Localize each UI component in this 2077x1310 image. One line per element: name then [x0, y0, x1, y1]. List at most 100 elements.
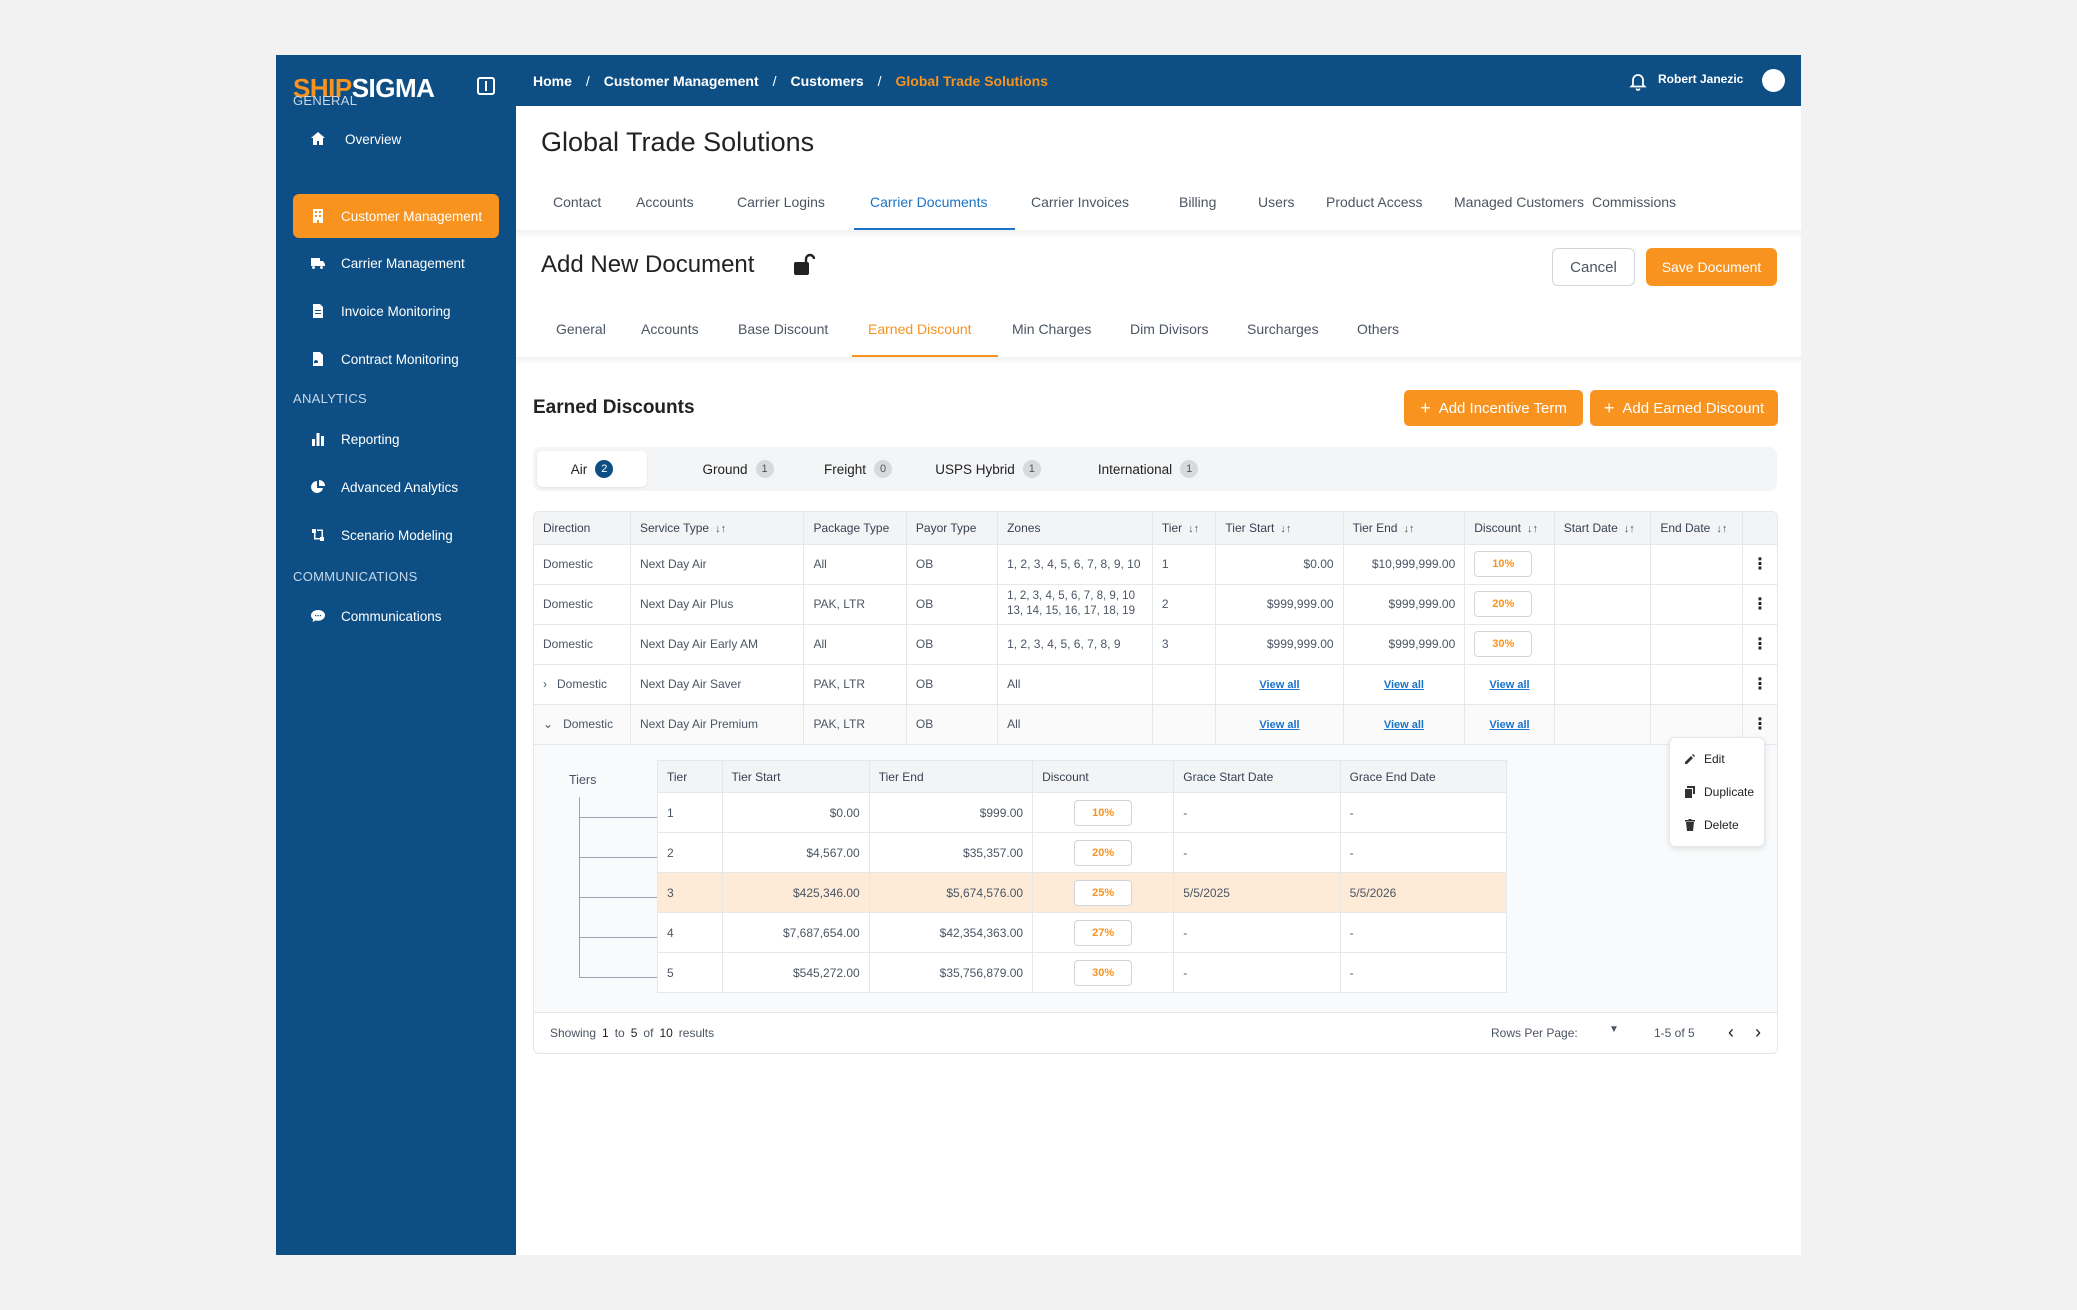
more-options-icon[interactable]: ⋮	[1742, 544, 1777, 585]
filter-international[interactable]: International 1	[1073, 451, 1223, 487]
sidebar-item-customer-management[interactable]: Customer Management	[293, 194, 499, 238]
more-options-icon[interactable]: ⋮	[1742, 584, 1777, 625]
table-row[interactable]: Domestic Next Day Air Early AM All OB 1,…	[534, 624, 1777, 665]
view-all-link[interactable]: View all	[1259, 719, 1300, 731]
discount-badge: 20%	[1074, 839, 1133, 866]
tab-contact[interactable]: Contact	[553, 194, 602, 210]
section-title: Earned Discounts	[533, 397, 695, 418]
avatar[interactable]	[1762, 69, 1785, 92]
tab-product-access[interactable]: Product Access	[1326, 194, 1423, 210]
duplicate-icon	[1685, 786, 1695, 798]
app-window: SHIPSIGMA GENERAL Overview Customer Mana…	[276, 55, 1801, 1255]
col-tier-start[interactable]: Tier Start ↓↑	[1215, 512, 1344, 545]
sidebar-item-communications[interactable]: Communications	[293, 594, 499, 638]
filter-freight[interactable]: Freight 0	[798, 451, 918, 487]
rows-per-page-dropdown-icon[interactable]: ▼	[1609, 1024, 1619, 1035]
sidebar: SHIPSIGMA GENERAL Overview Customer Mana…	[276, 55, 516, 1255]
earned-discounts-table: Direction Service Type ↓↑ Package Type Pa…	[533, 511, 1778, 1054]
view-all-link[interactable]: View all	[1383, 679, 1424, 691]
add-incentive-term-button[interactable]: + Add Incentive Term	[1404, 390, 1583, 426]
tab-users[interactable]: Users	[1258, 194, 1295, 210]
bar-chart-icon	[309, 430, 327, 448]
tab-billing[interactable]: Billing	[1179, 194, 1217, 210]
col-service-type[interactable]: Service Type ↓↑	[630, 512, 805, 545]
view-all-link[interactable]: View all	[1259, 679, 1300, 691]
breadcrumb-customers[interactable]: Customers	[790, 72, 864, 89]
sidebar-item-advanced-analytics[interactable]: Advanced Analytics	[293, 465, 499, 509]
unlock-icon[interactable]	[793, 253, 816, 277]
active-doc-tab-indicator	[852, 355, 998, 357]
page-range: 1-5 of 5	[1654, 1026, 1695, 1040]
col-tier[interactable]: Tier ↓↑	[1152, 512, 1217, 545]
chevron-right-icon[interactable]: ›	[543, 677, 547, 691]
menu-item-edit[interactable]: Edit	[1684, 752, 1725, 766]
discount-badge: 10%	[1074, 799, 1133, 826]
discount-badge: 30%	[1074, 959, 1133, 986]
view-all-link[interactable]: View all	[1489, 719, 1530, 731]
col-start-date[interactable]: Start Date ↓↑	[1554, 512, 1652, 545]
user-name[interactable]: Robert Janezic	[1658, 72, 1744, 86]
sort-icon: ↓↑	[1716, 522, 1728, 535]
filter-ground[interactable]: Ground 1	[678, 451, 798, 487]
menu-item-duplicate[interactable]: Duplicate	[1684, 785, 1754, 799]
tab-carrier-invoices[interactable]: Carrier Invoices	[1031, 194, 1130, 210]
tier-row: 1 $0.00 $999.00 10% --	[657, 792, 1508, 833]
col-tier-end[interactable]: Tier End ↓↑	[1343, 512, 1466, 545]
chevron-down-icon[interactable]: ⌄	[543, 717, 554, 731]
tier-start-col: Tier Start	[722, 760, 870, 793]
chevron-right-icon[interactable]: ›	[1755, 1022, 1761, 1042]
doc-tab-surcharges[interactable]: Surcharges	[1247, 321, 1319, 337]
more-options-icon[interactable]: ⋮	[1742, 664, 1777, 705]
sort-icon: ↓↑	[1526, 522, 1538, 535]
tier-row: 5 $545,272.00 $35,756,879.00 30% --	[657, 952, 1508, 993]
breadcrumb: Home / Customer Management / Customers /…	[533, 72, 1048, 89]
chevron-left-icon[interactable]: ‹	[1728, 1022, 1734, 1042]
sidebar-item-reporting[interactable]: Reporting	[293, 417, 499, 461]
table-row[interactable]: Domestic Next Day Air Plus PAK, LTR OB 1…	[534, 584, 1777, 625]
table-row[interactable]: Domestic Next Day Air All OB 1, 2, 3, 4,…	[534, 544, 1777, 585]
view-all-link[interactable]: View all	[1383, 719, 1424, 731]
doc-tab-min-charges[interactable]: Min Charges	[1012, 321, 1092, 337]
col-package-type: Package Type	[803, 512, 907, 545]
sidebar-item-scenario-modeling[interactable]: Scenario Modeling	[293, 513, 499, 557]
more-options-icon[interactable]: ⋮	[1742, 624, 1777, 665]
sort-icon: ↓↑	[1188, 522, 1200, 535]
tab-accounts[interactable]: Accounts	[636, 194, 694, 210]
bell-icon[interactable]	[1628, 71, 1648, 91]
sidebar-item-carrier-management[interactable]: Carrier Management	[293, 241, 499, 285]
doc-tab-dim-divisors[interactable]: Dim Divisors	[1130, 321, 1209, 337]
tab-carrier-documents[interactable]: Carrier Documents	[870, 194, 988, 210]
table-row-expanded[interactable]: ⌄ Domestic Next Day Air Premium PAK, LTR …	[534, 704, 1777, 745]
tree-line	[579, 797, 580, 977]
col-payor-type: Payor Type	[906, 512, 999, 545]
tab-managed-customers[interactable]: Managed Customers	[1454, 194, 1584, 210]
sidebar-item-overview[interactable]: Overview	[293, 117, 499, 161]
filter-usps-hybrid[interactable]: USPS Hybrid 1	[918, 451, 1058, 487]
tab-carrier-logins[interactable]: Carrier Logins	[737, 194, 825, 210]
sidebar-item-invoice-monitoring[interactable]: Invoice Monitoring	[293, 289, 499, 333]
menu-item-delete[interactable]: Delete	[1684, 818, 1739, 832]
sidebar-item-contract-monitoring[interactable]: Contract Monitoring	[293, 337, 499, 381]
filter-air[interactable]: Air 2	[537, 451, 647, 487]
divider	[516, 230, 1801, 238]
tier-row: 2 $4,567.00 $35,357.00 20% --	[657, 832, 1508, 873]
tiers-table: Tier Tier Start Tier End Discount Grace …	[657, 760, 1508, 993]
doc-tab-general[interactable]: General	[556, 321, 606, 337]
col-discount[interactable]: Discount ↓↑	[1464, 512, 1555, 545]
col-zones: Zones	[997, 512, 1153, 545]
col-end-date[interactable]: End Date ↓↑	[1650, 512, 1743, 545]
doc-tab-earned-discount[interactable]: Earned Discount	[868, 321, 972, 337]
tab-commissions[interactable]: Commissions	[1592, 194, 1677, 210]
doc-tab-accounts[interactable]: Accounts	[641, 321, 699, 337]
doc-tab-others[interactable]: Others	[1357, 321, 1400, 337]
table-row[interactable]: › Domestic Next Day Air Saver PAK, LTR OB…	[534, 664, 1777, 705]
sidebar-collapse-icon[interactable]	[477, 77, 495, 95]
cancel-button[interactable]: Cancel	[1552, 248, 1635, 286]
logo[interactable]: SHIPSIGMA	[293, 73, 435, 103]
doc-tab-base-discount[interactable]: Base Discount	[738, 321, 829, 337]
view-all-link[interactable]: View all	[1489, 679, 1530, 691]
add-earned-discount-button[interactable]: + Add Earned Discount	[1590, 390, 1778, 426]
save-document-button[interactable]: Save Document	[1646, 248, 1777, 286]
breadcrumb-home[interactable]: Home	[533, 72, 572, 89]
breadcrumb-customer-management[interactable]: Customer Management	[603, 72, 759, 89]
